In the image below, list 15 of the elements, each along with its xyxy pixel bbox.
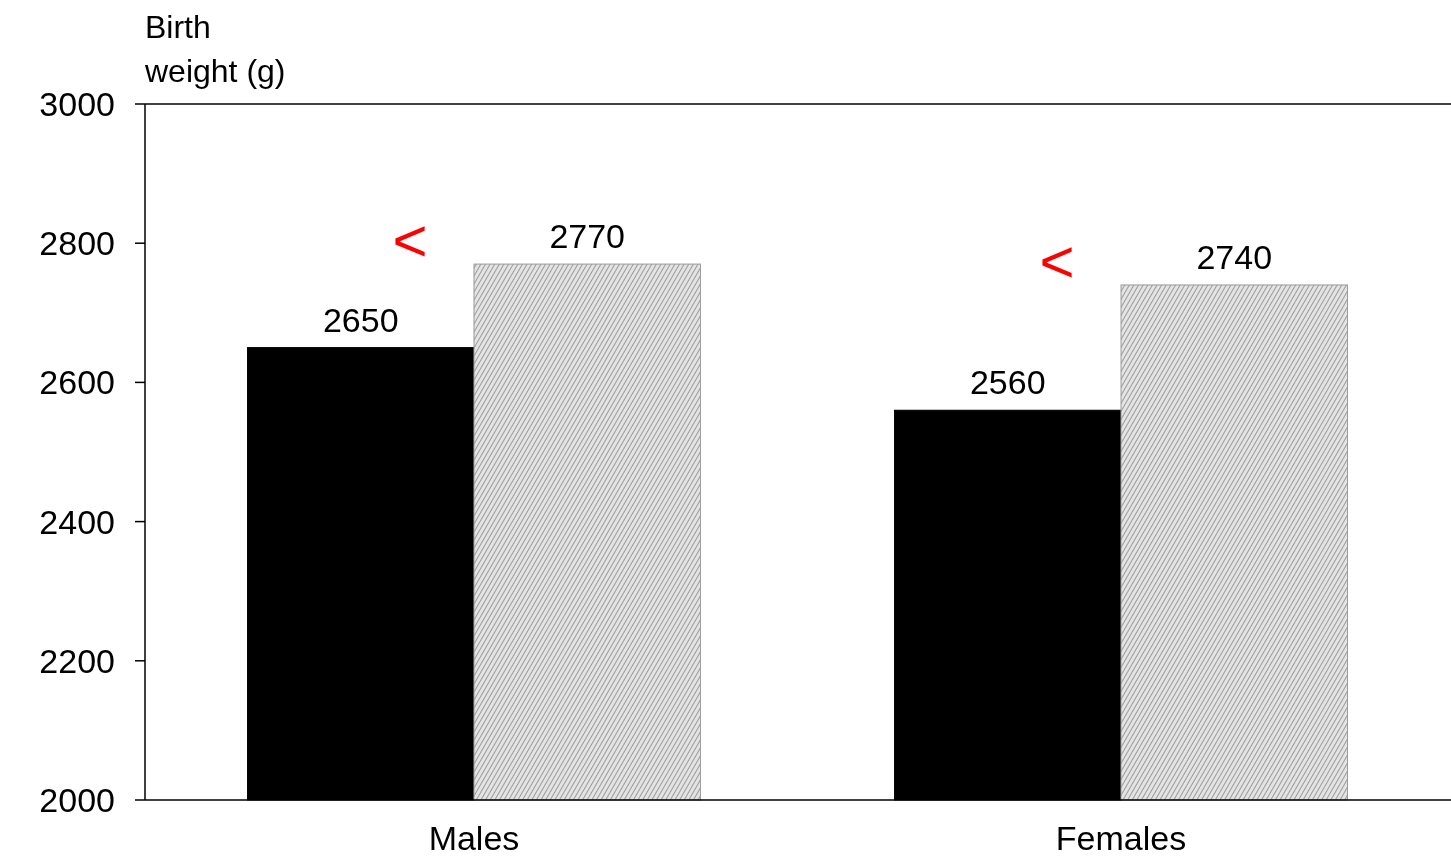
- annotation: <: [1039, 227, 1075, 295]
- y-tick-label: 2200: [39, 641, 115, 680]
- data-label: 2770: [549, 217, 626, 256]
- y-tick-label: 2600: [39, 363, 115, 402]
- annotation: <: [392, 207, 428, 275]
- data-label: 2650: [322, 300, 399, 339]
- y-tick-label: 2800: [39, 224, 115, 263]
- x-tick-label: Males: [428, 819, 520, 857]
- data-label: 2560: [969, 363, 1046, 402]
- y-tick-label: 3000: [39, 84, 115, 123]
- y-axis-title: Birth weight (g): [144, 9, 286, 89]
- y-tick-label: 2000: [39, 780, 115, 819]
- x-tick-label: Females: [1055, 819, 1187, 857]
- data-label: 2740: [1196, 237, 1273, 276]
- y-tick-label: 2400: [39, 502, 115, 541]
